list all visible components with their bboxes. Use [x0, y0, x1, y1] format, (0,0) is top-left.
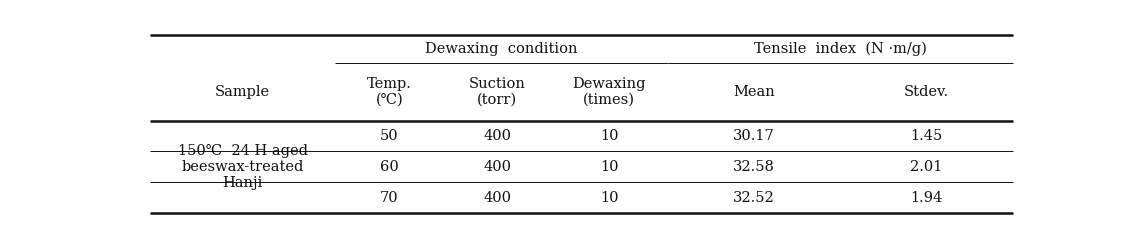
Text: 50: 50	[380, 129, 399, 143]
Text: 400: 400	[484, 160, 511, 174]
Text: 150℃  24 H aged
beeswax-treated
Hanji: 150℃ 24 H aged beeswax-treated Hanji	[177, 144, 307, 190]
Text: 1.45: 1.45	[911, 129, 942, 143]
Text: 60: 60	[380, 160, 399, 174]
Text: Stdev.: Stdev.	[904, 85, 949, 99]
Text: Suction
(torr): Suction (torr)	[469, 77, 525, 107]
Text: 2.01: 2.01	[910, 160, 942, 174]
Text: 400: 400	[484, 191, 511, 205]
Text: 400: 400	[484, 129, 511, 143]
Text: 10: 10	[600, 191, 618, 205]
Text: 10: 10	[600, 160, 618, 174]
Text: Sample: Sample	[215, 85, 270, 99]
Text: Dewaxing  condition: Dewaxing condition	[425, 42, 577, 56]
Text: 1.94: 1.94	[911, 191, 942, 205]
Text: 70: 70	[380, 191, 399, 205]
Text: 32.58: 32.58	[733, 160, 775, 174]
Text: 30.17: 30.17	[733, 129, 775, 143]
Text: Tensile  index  (N ·m/g): Tensile index (N ·m/g)	[754, 42, 927, 56]
Text: Temp.
(℃): Temp. (℃)	[367, 77, 411, 107]
Text: Dewaxing
(times): Dewaxing (times)	[573, 77, 646, 107]
Text: 10: 10	[600, 129, 618, 143]
Text: Mean: Mean	[733, 85, 775, 99]
Text: 32.52: 32.52	[733, 191, 775, 205]
